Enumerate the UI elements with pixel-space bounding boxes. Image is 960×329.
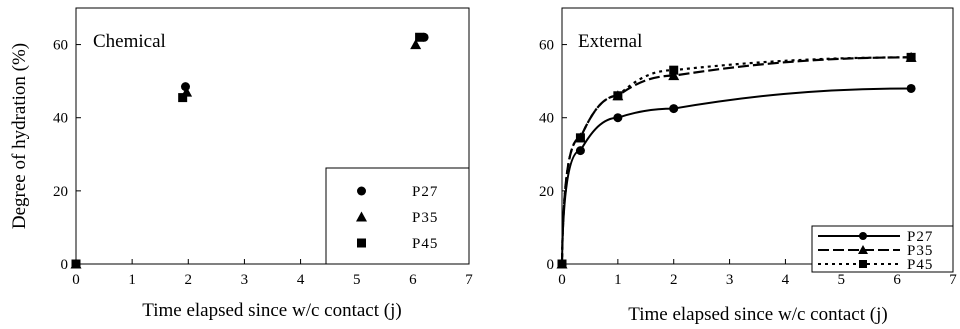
x-axis-ticks: 0 1 2 3 4 5 6 7 xyxy=(558,259,957,288)
legend-label: P35 xyxy=(412,210,438,226)
data-point xyxy=(669,104,679,114)
legend-entry-p45: P45 xyxy=(357,236,438,252)
legend-entry-p35: P35 xyxy=(356,210,438,226)
data-point xyxy=(356,211,367,222)
y-tick-label: 40 xyxy=(539,111,554,127)
x-tick-label: 4 xyxy=(782,272,790,288)
data-point xyxy=(859,232,867,240)
x-tick-label: 2 xyxy=(185,272,193,288)
data-point xyxy=(859,260,867,268)
y-tick-label: 40 xyxy=(53,111,68,127)
y-tick-label: 0 xyxy=(61,257,69,273)
series-line xyxy=(560,56,912,265)
y-axis-ticks: 0 20 40 60 xyxy=(53,38,81,273)
x-tick-label: 2 xyxy=(670,272,678,288)
plot-frame xyxy=(561,7,954,265)
data-point xyxy=(71,259,81,269)
legend-label: P45 xyxy=(412,236,438,252)
panel-annotation: External xyxy=(578,31,642,52)
data-point xyxy=(858,245,868,254)
series-p45 xyxy=(557,52,916,269)
legend-entries: P27 P35 P45 xyxy=(356,184,438,252)
x-tick-label: 4 xyxy=(297,272,305,288)
y-tick-label: 20 xyxy=(53,184,68,200)
x-tick-label: 6 xyxy=(893,272,901,288)
x-tick-label: 5 xyxy=(353,272,361,288)
legend-entry-p45: P45 xyxy=(818,257,933,273)
x-tick-label: 7 xyxy=(949,272,957,288)
data-point xyxy=(906,83,916,93)
data-point xyxy=(557,259,567,269)
legend-entry-p35: P35 xyxy=(818,243,933,259)
x-tick-label: 0 xyxy=(558,272,566,288)
y-tick-label: 60 xyxy=(539,38,554,54)
panel-annotation: Chemical xyxy=(93,31,166,52)
series-p45 xyxy=(71,32,425,269)
x-tick-label: 6 xyxy=(409,272,417,288)
y-axis-label: Degree of hydration (%) xyxy=(9,43,30,229)
data-point xyxy=(178,93,188,103)
x-tick-label: 1 xyxy=(128,272,136,288)
y-tick-label: 0 xyxy=(547,257,555,273)
x-tick-label: 3 xyxy=(726,272,734,288)
y-tick-label: 60 xyxy=(53,38,68,54)
data-point xyxy=(906,52,916,62)
data-point xyxy=(613,91,623,101)
chemical-panel: 0 1 2 3 4 5 6 7 0 20 40 60 Chemical Degree of hydr… xyxy=(9,7,473,321)
data-point xyxy=(415,32,425,42)
y-axis-ticks: 0 20 40 60 xyxy=(539,38,567,273)
series-layer xyxy=(70,32,429,269)
data-point xyxy=(410,39,422,50)
data-point xyxy=(668,70,680,81)
data-point xyxy=(357,186,366,196)
x-tick-label: 0 xyxy=(72,272,80,288)
x-axis-label: Time elapsed since w/c contact (j) xyxy=(628,304,887,325)
data-point xyxy=(575,133,585,143)
external-panel: 0 1 2 3 4 5 6 7 0 20 40 60 External Time elapsed s… xyxy=(539,7,957,325)
series-line xyxy=(561,87,912,265)
data-point xyxy=(357,238,366,248)
legend-label: P45 xyxy=(907,257,933,273)
legend-label: P27 xyxy=(412,184,438,200)
x-tick-label: 7 xyxy=(465,272,473,288)
x-axis-label: Time elapsed since w/c contact (j) xyxy=(142,300,401,321)
legend-entry-p27: P27 xyxy=(818,229,933,245)
y-tick-label: 20 xyxy=(539,184,554,200)
data-point xyxy=(669,65,679,75)
data-point xyxy=(613,113,623,123)
x-tick-label: 3 xyxy=(241,272,249,288)
legend-label: P27 xyxy=(907,229,933,245)
x-tick-label: 1 xyxy=(614,272,622,288)
x-tick-label: 5 xyxy=(838,272,846,288)
legend-label: P35 xyxy=(907,243,933,259)
plot-frame xyxy=(75,7,470,265)
legend: P27 P35 P45 xyxy=(325,167,470,265)
series-layer xyxy=(556,51,917,269)
legend-entry-p27: P27 xyxy=(357,184,438,200)
legend-box xyxy=(325,167,470,265)
data-point xyxy=(575,146,585,156)
